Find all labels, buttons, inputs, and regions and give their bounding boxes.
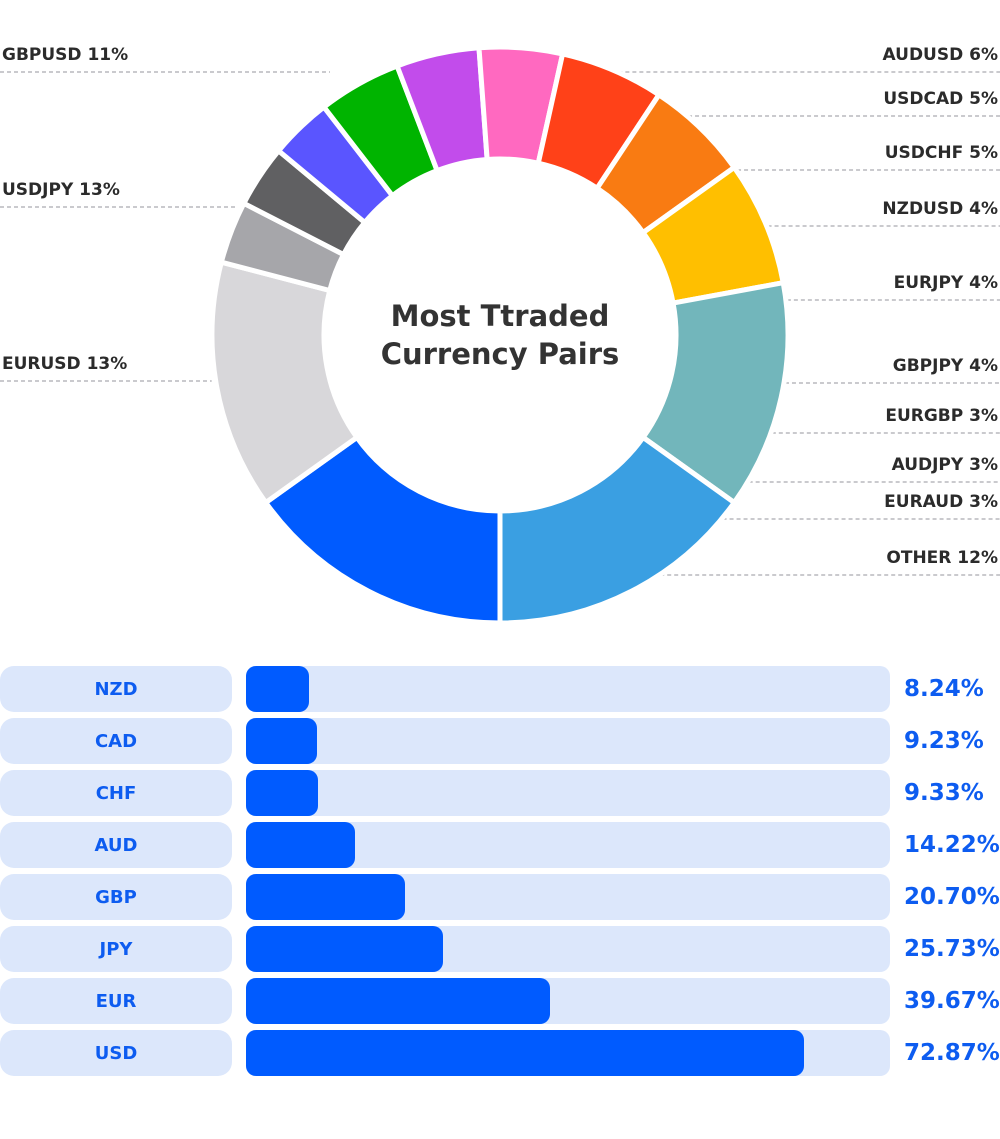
slice-label-gbpusd: GBPUSD 11% [2, 45, 128, 65]
bar-value-eur: 39.67% [904, 988, 1000, 1014]
bar-jpy [246, 926, 444, 972]
currency-label-cad: CAD [0, 718, 232, 764]
bar-track-aud [246, 822, 890, 868]
bar-value-gbp: 20.70% [904, 884, 1000, 910]
slice-label-eurusd: EURUSD 13% [2, 354, 127, 374]
slice-label-eurjpy: EURJPY 4% [894, 273, 998, 293]
slice-label-other: OTHER 12% [886, 548, 998, 568]
bar-usd [246, 1030, 805, 1076]
slice-label-usdchf: USDCHF 5% [885, 143, 998, 163]
bar-gbp [246, 874, 405, 920]
slice-label-audusd: AUDUSD 6% [883, 45, 999, 65]
bar-row-aud: AUD 14.22% [0, 822, 1000, 868]
bar-track-jpy [246, 926, 890, 972]
slice-label-eurgbp: EURGBP 3% [885, 406, 998, 426]
slice-usdjpy [497, 434, 737, 626]
currency-label-eur: EUR [0, 978, 232, 1024]
bar-value-jpy: 25.73% [904, 936, 1000, 962]
bar-row-nzd: NZD 8.24% [0, 666, 1000, 712]
bar-eur [246, 978, 550, 1024]
donut-slices [209, 44, 791, 626]
slice-label-euraud: EURAUD 3% [884, 492, 998, 512]
bar-aud [246, 822, 355, 868]
bar-row-chf: CHF 9.33% [0, 770, 1000, 816]
bar-track-gbp [246, 874, 890, 920]
donut-chart: EURUSD 13% OTHER 12% EURAUD 3% AUDJPY 3% EUR… [0, 44, 1000, 626]
bar-row-gbp: GBP 20.70% [0, 874, 1000, 920]
bar-row-usd: USD 72.87% [0, 1030, 1000, 1076]
slice-label-usdcad: USDCAD 5% [883, 89, 998, 109]
slice-label-nzdusd: NZDUSD 4% [882, 199, 998, 219]
bar-nzd [246, 666, 310, 712]
slice-label-gbpjpy: GBPJPY 4% [893, 356, 998, 376]
bar-chf [246, 770, 318, 816]
bar-track-cad [246, 718, 890, 764]
slice-label-usdjpy: USDJPY 13% [2, 180, 120, 200]
bar-track-eur [246, 978, 890, 1024]
bar-row-eur: EUR 39.67% [0, 978, 1000, 1024]
bar-row-jpy: JPY 25.73% [0, 926, 1000, 972]
currency-label-nzd: NZD [0, 666, 232, 712]
bar-value-usd: 72.87% [904, 1040, 1000, 1066]
currency-label-chf: CHF [0, 770, 232, 816]
leader-lines [0, 71, 1000, 576]
slice-labels: EURUSD 13% OTHER 12% EURAUD 3% AUDJPY 3% EUR… [2, 45, 998, 568]
currency-label-aud: AUD [0, 822, 232, 868]
bar-row-cad: CAD 9.23% [0, 718, 1000, 764]
bar-cad [246, 718, 317, 764]
chart-title-line-1: Most Ttraded [391, 299, 610, 333]
bar-value-cad: 9.23% [904, 728, 984, 754]
bar-track-nzd [246, 666, 890, 712]
bar-value-chf: 9.33% [904, 780, 984, 806]
bar-track-chf [246, 770, 890, 816]
bar-track-usd [246, 1030, 890, 1076]
slice-label-audjpy: AUDJPY 3% [892, 455, 998, 475]
bar-value-nzd: 8.24% [904, 676, 984, 702]
currency-label-jpy: JPY [0, 926, 232, 972]
bar-value-aud: 14.22% [904, 832, 1000, 858]
chart-title-line-2: Currency Pairs [381, 337, 620, 371]
currency-label-usd: USD [0, 1030, 232, 1076]
currency-label-gbp: GBP [0, 874, 232, 920]
